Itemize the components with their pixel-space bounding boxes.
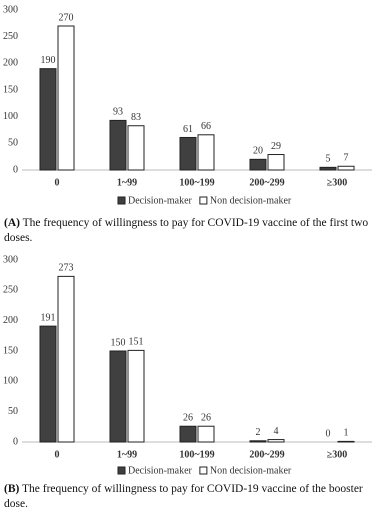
x-tick-label: 1~99 [117, 177, 137, 188]
y-tick-label: 200 [3, 315, 18, 326]
legend-swatch [117, 466, 126, 475]
y-tick-label: 100 [3, 111, 18, 122]
x-tick-label: 0 [55, 449, 60, 460]
x-tick-label: ≥300 [327, 449, 348, 460]
bar [319, 166, 337, 171]
value-label: 26 [201, 413, 211, 424]
bar [197, 134, 215, 171]
value-label: 20 [253, 146, 263, 157]
caption-text: The frequency of willingness to pay for … [4, 217, 369, 244]
value-label: 1 [344, 428, 349, 439]
x-tick-label: 100~199 [179, 449, 214, 460]
value-label: 83 [131, 112, 141, 123]
caption-label: (A) [4, 217, 20, 229]
y-tick-label: 150 [3, 84, 18, 95]
bar [197, 425, 215, 443]
value-label: 2 [256, 427, 261, 438]
legend-swatch [117, 196, 126, 205]
value-label: 191 [41, 312, 56, 323]
page: {"chart_data": [ {"type": "bar", "catego… [3, 4, 378, 510]
value-label: 7 [344, 153, 349, 164]
value-label: 151 [129, 337, 144, 348]
legend-label: Non decision-maker [210, 465, 292, 476]
bar [127, 125, 145, 171]
value-label: 5 [326, 154, 331, 165]
bar [39, 68, 57, 171]
legend-swatch [199, 196, 208, 205]
bar [127, 349, 145, 443]
bar [109, 350, 127, 443]
bar [179, 425, 197, 443]
y-tick-label: 250 [3, 285, 18, 296]
bar [337, 165, 355, 171]
x-tick-label: ≥300 [327, 177, 348, 188]
y-tick-label: 50 [8, 138, 18, 149]
chart: 0 50 100 150 200 250 300 0 190 270 1~99 93 83 100~199… [3, 4, 372, 206]
legend-label: Non decision-maker [210, 195, 292, 206]
bar [249, 440, 267, 443]
caption: (B) The frequency of willingness to pay … [4, 482, 378, 512]
y-tick-label: 300 [3, 4, 18, 15]
x-tick-label: 200~299 [249, 177, 284, 188]
y-tick-label: 300 [3, 254, 18, 265]
caption-label: (B) [4, 483, 20, 495]
bar [109, 119, 127, 171]
y-tick-label: 0 [13, 164, 18, 175]
caption: (A) The frequency of willingness to pay … [4, 216, 378, 246]
value-label: 29 [271, 141, 281, 152]
x-tick-label: 100~199 [179, 177, 214, 188]
x-tick-label: 0 [55, 177, 60, 188]
value-label: 0 [326, 428, 331, 439]
bar [267, 439, 285, 443]
bar [249, 158, 267, 171]
value-label: 93 [113, 107, 123, 118]
y-tick-label: 0 [13, 436, 18, 447]
value-label: 66 [201, 121, 211, 132]
value-label: 61 [183, 124, 193, 135]
bar [179, 136, 197, 171]
bar [57, 275, 75, 443]
value-label: 273 [59, 263, 74, 274]
legend-label: Decision-maker [128, 195, 193, 206]
bar [267, 154, 285, 171]
bar [337, 440, 355, 443]
value-label: 150 [111, 337, 126, 348]
x-tick-label: 1~99 [117, 449, 137, 460]
value-label: 190 [41, 55, 56, 66]
value-label: 26 [183, 413, 193, 424]
bar [39, 325, 57, 443]
y-tick-label: 150 [3, 345, 18, 356]
x-tick-label: 200~299 [249, 449, 284, 460]
caption-text: The frequency of willingness to pay for … [4, 483, 363, 510]
legend-label: Decision-maker [128, 465, 193, 476]
y-tick-label: 200 [3, 58, 18, 69]
value-label: 4 [274, 426, 279, 437]
y-tick-label: 100 [3, 376, 18, 387]
value-label: 270 [59, 12, 74, 23]
bar [57, 25, 75, 171]
legend-swatch [199, 466, 208, 475]
y-tick-label: 250 [3, 31, 18, 42]
y-tick-label: 50 [8, 406, 18, 417]
